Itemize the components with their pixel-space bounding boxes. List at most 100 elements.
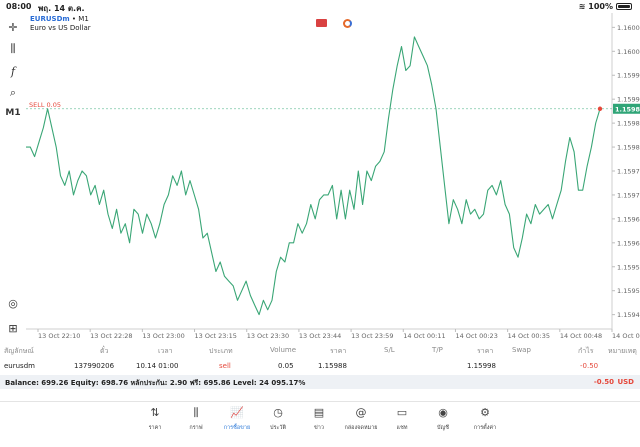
chart-flag-icons: [316, 19, 352, 28]
mailbox-at-icon: @: [355, 406, 367, 419]
row-ticket: 137990206: [74, 362, 115, 370]
balance-bar: Balance: 699.26 Equity: 698.76 หลักประกั…: [0, 375, 640, 389]
time-tick-label: 14 Oct 00:48: [560, 332, 602, 340]
time-tick-label: 13 Oct 22:10: [38, 332, 80, 340]
price-tick-label: 1.15990: [617, 96, 640, 104]
table-row[interactable]: eurusdm 137990206 10.14 01:00 sell 0.05 …: [0, 359, 640, 373]
column-header: ตั๋ว: [100, 347, 109, 355]
price-tick-label: 1.15945: [617, 311, 640, 319]
column-header: ประเภท: [209, 347, 233, 355]
chat-bubble-icon: ▭: [396, 406, 408, 419]
time-tick-label: 13 Oct 23:00: [142, 332, 184, 340]
column-header: ราคา: [330, 347, 347, 355]
tab-label: แชท: [396, 425, 408, 431]
tab-item[interactable]: 📈 การซื้อขาย: [217, 406, 257, 432]
chart-toolbar: ✛ ⫼ f ⌕ M1 ◎ ⊞: [0, 13, 26, 340]
sell-level-label: SELL 0.05: [29, 101, 61, 109]
tab-label: ประวัติ: [269, 425, 287, 431]
last-price-marker: [597, 106, 603, 111]
tab-item[interactable]: ◉ บัญชี: [423, 406, 463, 432]
candles-icon: ⫼: [193, 406, 199, 419]
time-tick-label: 14 Oct 01:00: [612, 332, 640, 340]
tab-item[interactable]: ◷ ประวัติ: [258, 406, 298, 432]
price-tick-label: 1.15995: [617, 72, 640, 80]
tab-item[interactable]: ⇅ ราคา: [135, 406, 175, 432]
status-date: พฤ. 14 ต.ค.: [38, 4, 85, 13]
current-price-badge-label: 1.15988: [615, 105, 640, 113]
column-header: Volume: [270, 346, 297, 354]
trade-table-header: สัญลักษณ์ ตั๋ว เวลา ประเภท Volume ราคา S/L T/P ร…: [0, 343, 640, 357]
row-volume: 0.05: [278, 362, 294, 370]
balance-currency: USD: [617, 378, 634, 386]
trade-chart-icon: 📈: [230, 406, 244, 419]
history-clock-icon: ◷: [273, 406, 283, 419]
time-tick-label: 13 Oct 23:30: [247, 332, 289, 340]
chart-sep: •: [71, 15, 77, 23]
account-user-icon: ◉: [438, 406, 448, 419]
column-header: Swap: [512, 346, 531, 354]
bottom-tab-bar: ⇅ ราคา ⫼ กราฟ 📈 การซื้อขาย ◷ ประวัติ ▤ ข่าว @ กล่อง…: [0, 401, 640, 447]
tab-label: กล่องจดหมาย: [344, 425, 378, 431]
column-header: หมายเหตุ: [608, 347, 637, 355]
signal-ring-icon[interactable]: [343, 19, 352, 28]
chart-zoom-icon[interactable]: ◎: [8, 296, 18, 310]
time-tick-label: 13 Oct 23:59: [351, 332, 393, 340]
row-profit: -0.50: [580, 362, 599, 370]
column-header: สัญลักษณ์: [4, 347, 34, 355]
price-tick-label: 1.15975: [617, 168, 640, 176]
chart-symbol[interactable]: EURUSDm: [30, 15, 70, 23]
tab-item[interactable]: @ กล่องจดหมาย: [341, 406, 381, 432]
column-header: T/P: [432, 346, 443, 354]
row-symbol: eurusdm: [4, 362, 35, 370]
price-tick-label: 1.16005: [617, 24, 640, 32]
status-bar: 08:00 พฤ. 14 ต.ค. ≋ 100%: [0, 0, 640, 13]
price-tick-label: 1.16000: [617, 48, 640, 56]
time-tick-label: 14 Oct 00:35: [508, 332, 550, 340]
column-header: ราคา: [477, 347, 494, 355]
one-click-trade-icon[interactable]: [316, 19, 327, 27]
time-tick-label: 13 Oct 23:44: [299, 332, 341, 340]
balance-text: Balance: 699.26 Equity: 698.76 หลักประกั…: [5, 379, 306, 387]
time-tick-label: 14 Oct 00:11: [403, 332, 445, 340]
status-time: 08:00: [6, 2, 32, 11]
time-tick-label: 13 Oct 23:15: [195, 332, 237, 340]
row-type: sell: [219, 362, 231, 370]
price-chart[interactable]: EURUSDm • M1 Euro vs US Dollar 1.160051.…: [26, 13, 640, 340]
settings-gear-icon: ⚙: [480, 406, 490, 419]
row-open-price: 1.15988: [318, 362, 347, 370]
add-window-icon[interactable]: ⊞: [8, 321, 18, 335]
column-header: เวลา: [158, 347, 173, 355]
indicators-icon[interactable]: f: [10, 64, 16, 78]
battery-percent: 100%: [588, 2, 613, 11]
chart-canvas: 1.16005 1.16000 1.15995 1.15990 1.15985 1.159…: [26, 13, 640, 340]
crosshair-icon[interactable]: ✛: [8, 20, 18, 34]
tab-label: การตั้งค่า: [473, 425, 497, 431]
price-tick-label: 1.15960: [617, 239, 640, 247]
price-tick-label: 1.15980: [617, 144, 640, 152]
price-series-line: [26, 36, 601, 316]
tab-label: ราคา: [148, 425, 162, 431]
tab-label: บัญชี: [437, 425, 449, 431]
battery-icon: [616, 3, 632, 10]
tab-item[interactable]: ⫼ กราฟ: [176, 406, 216, 432]
price-tick-label: 1.15970: [617, 191, 640, 199]
tab-label: การซื้อขาย: [223, 425, 251, 431]
time-tick-label: 13 Oct 22:28: [90, 332, 132, 340]
tab-item[interactable]: ⚙ การตั้งค่า: [465, 406, 505, 432]
chart-timeframe: M1: [78, 15, 89, 23]
time-tick-label: 14 Oct 00:23: [455, 332, 497, 340]
chart-type-icon[interactable]: ⫼: [10, 42, 16, 55]
wifi-icon: ≋: [578, 2, 586, 11]
row-time: 10.14 01:00: [136, 362, 179, 370]
tab-label: ข่าว: [314, 425, 324, 431]
timeframe-button[interactable]: M1: [5, 108, 21, 118]
status-right: ≋ 100%: [579, 2, 632, 11]
tab-item[interactable]: ▭ แชท: [382, 406, 422, 432]
current-price-badge: [613, 103, 640, 114]
chart-header: EURUSDm • M1 Euro vs US Dollar: [30, 15, 91, 33]
tab-item[interactable]: ▤ ข่าว: [299, 406, 339, 432]
chart-description: Euro vs US Dollar: [30, 24, 91, 32]
price-tick-label: 1.15955: [617, 263, 640, 271]
objects-icon[interactable]: ⌕: [9, 86, 17, 99]
price-tick-label: 1.15965: [617, 215, 640, 223]
